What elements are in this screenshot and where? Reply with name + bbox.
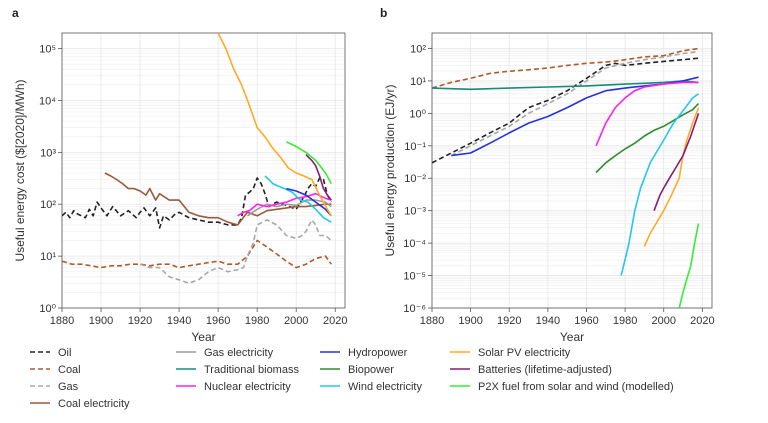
- legend-label: Hydropower: [348, 347, 408, 359]
- x-axis-title-b: Year: [560, 330, 584, 344]
- y-tick-label: 10⁰: [39, 303, 56, 315]
- y-tick-label: 10³: [40, 147, 56, 159]
- x-tick-label: 1940: [536, 315, 560, 327]
- legend-label: Wind electricity: [348, 381, 422, 393]
- series-line-p2x: [678, 223, 700, 308]
- y-tick-label: 10⁴: [39, 95, 56, 107]
- series-line-batteries: [305, 154, 332, 201]
- x-tick-label: 1880: [50, 315, 74, 327]
- y-tick-label: 10⁻²: [404, 173, 426, 185]
- series-line-gas: [450, 50, 699, 157]
- series-line-biopower: [595, 103, 700, 174]
- panel-label-b: b: [380, 6, 387, 20]
- x-tick-label: 1900: [458, 315, 482, 327]
- series-line-nuclear-electricity: [595, 81, 699, 147]
- legend-label: Traditional biomass: [204, 364, 299, 376]
- y-tick-label: 10¹: [410, 76, 426, 88]
- panel-label-a: a: [12, 6, 19, 20]
- y-tick-label: 10⁻⁴: [403, 238, 426, 250]
- series-group-a: [62, 33, 333, 285]
- y-tick-label: 10⁻¹: [404, 141, 426, 153]
- x-tick-label: 1980: [245, 315, 269, 327]
- legend-label: Batteries (lifetime-adjusted): [478, 364, 612, 376]
- legend: Oil Coal Gas Coal electricity Gas electricit…: [30, 347, 674, 410]
- y-tick-label: 10⁻⁶: [403, 303, 426, 315]
- series-line-coal: [432, 47, 699, 89]
- series-line-gas: [139, 219, 332, 285]
- y-axis-title-b: Useful energy production (EJ/yr): [383, 84, 397, 256]
- x-axis-title-a: Year: [191, 330, 215, 344]
- x-tick-label: 1900: [89, 315, 113, 327]
- y-tick-label: 10⁻³: [404, 206, 426, 218]
- series-line-wind-electricity: [264, 175, 332, 223]
- legend-label: Nuclear electricity: [204, 381, 291, 393]
- panel-b: b 1880 1900 1920 1940 1960 1980 2000 2020 10⁻⁶ 10⁻…: [380, 6, 715, 344]
- x-tick-label: 2000: [651, 315, 675, 327]
- x-tick-label: 2020: [323, 315, 347, 327]
- series-line-solar-pv-electricity: [217, 33, 332, 217]
- panel-a: a 1880 1900 1920 1940 1960 1980 2000 2020 10⁰ 10¹ 1…: [12, 6, 347, 344]
- plot-frame-a: [61, 32, 346, 309]
- x-tick-label: 1880: [420, 315, 444, 327]
- legend-label: P2X fuel from solar and wind (modelled): [478, 381, 674, 393]
- y-tick-label: 10⁵: [39, 44, 56, 56]
- y-tick-label: 10⁰: [409, 108, 426, 120]
- x-tick-label: 1920: [128, 315, 152, 327]
- plot-frame-b: [431, 32, 713, 309]
- x-tick-label: 1920: [497, 315, 521, 327]
- x-tick-label: 1960: [206, 315, 230, 327]
- series-line-coal-electricity: [104, 172, 332, 226]
- x-tick-label: 1980: [613, 315, 637, 327]
- legend-label: Oil: [58, 347, 71, 359]
- legend-label: Coal: [58, 364, 81, 376]
- series-line-wind-electricity: [620, 93, 699, 276]
- y-tick-label: 10¹: [40, 251, 56, 263]
- series-group-b: [432, 47, 700, 308]
- legend-label: Solar PV electricity: [478, 347, 571, 359]
- x-tick-label: 1940: [167, 315, 191, 327]
- series-line-hydropower: [286, 187, 332, 217]
- x-tick-label: 2020: [690, 315, 714, 327]
- series-line-p2x: [286, 141, 333, 184]
- legend-label: Gas: [58, 381, 79, 393]
- series-line-coal: [62, 239, 332, 269]
- series-line-gas-electricity: [246, 199, 332, 217]
- x-tick-label: 2000: [284, 315, 308, 327]
- y-tick-label: 10⁻⁵: [403, 271, 426, 283]
- y-axis-title-a: Useful energy cost ($[2020]/MWh): [13, 79, 27, 261]
- x-tick-label: 1960: [574, 315, 598, 327]
- series-line-batteries: [653, 113, 700, 211]
- legend-label: Coal electricity: [58, 398, 130, 410]
- series-line-nuclear-electricity: [237, 192, 332, 217]
- series-line-oil: [62, 177, 332, 229]
- legend-label: Biopower: [348, 364, 394, 376]
- y-tick-label: 10²: [40, 199, 56, 211]
- legend-label: Gas electricity: [204, 347, 274, 359]
- series-line-solar-pv-electricity: [643, 107, 700, 247]
- series-line-oil: [432, 57, 699, 164]
- y-tick-label: 10²: [410, 43, 426, 55]
